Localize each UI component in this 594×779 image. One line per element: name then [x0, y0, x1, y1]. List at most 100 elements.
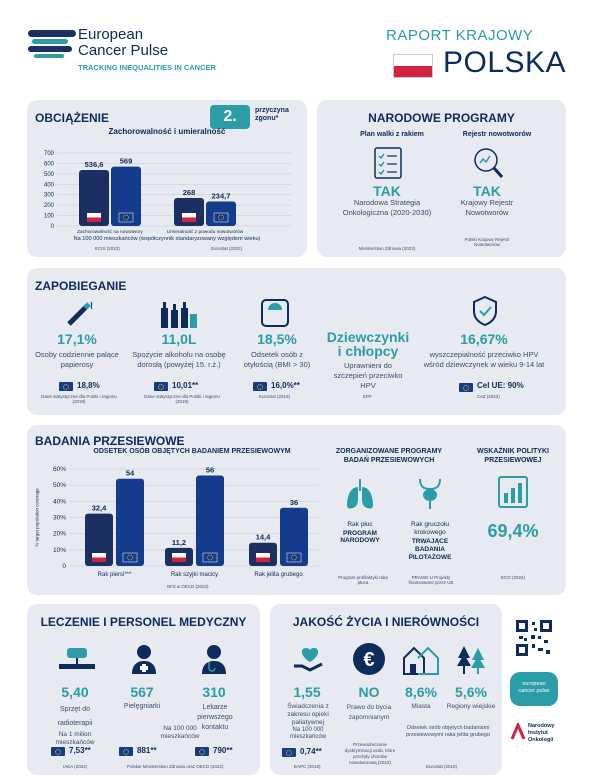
palliative-source: EAPC (2019): [294, 764, 321, 769]
screening-subtitle: ODSETEK OSÓB OBJĘTYCH BADANIEM PRZESIEWO…: [93, 448, 291, 455]
bar: [85, 513, 113, 566]
bar: [280, 507, 308, 566]
eu-flag-stars: [123, 214, 129, 221]
obesity-eu-value: 16,0%**: [271, 381, 300, 390]
hpv-eligible-source: EPF: [363, 394, 372, 399]
rank-badge: 2.: [210, 105, 250, 129]
hpv-coverage-label: wyszczepialność przeciwko HPV wśród dzie…: [423, 350, 545, 369]
radiotherapy-value: 5,40: [61, 684, 89, 700]
nio-logo-mark: [510, 723, 526, 740]
policy-source: ECO (2024): [500, 575, 525, 580]
nio-logo-line3: Onkologii: [528, 737, 554, 743]
burden-title: OBCIĄŻENIE: [35, 111, 110, 125]
radiotherapy-label: Sprzęt do radioterapii: [57, 706, 93, 727]
category-label: Rak szyjki macicy: [171, 572, 218, 578]
cigarette-icon: [67, 301, 93, 326]
program-cancer-plan-source: Ministerstwo Zdrowia (2023): [358, 246, 416, 251]
hpv-coverage-value: 16,67%: [460, 331, 508, 347]
data-label: 36: [290, 498, 298, 507]
prostate-icon: [419, 478, 441, 509]
program-registry-value: TAK: [473, 183, 501, 199]
ecp-logo: european cancer pulse: [510, 672, 558, 706]
alcohol-eu-value: 10,01**: [172, 381, 199, 390]
screening-title: BADANIA PRZESIEWOWE: [35, 434, 185, 448]
treatment-title: LECZENIE I PERSONEL MEDYCZNY: [40, 615, 247, 629]
org-programs-title: ZORGANIZOWANE PROGRAMY BADAŃ PRZESIEWOWY…: [335, 448, 443, 464]
burden-subtitle: Zachorowalność i umieralność: [108, 127, 226, 136]
lung-source: Program profilaktyki raka płuca: [338, 575, 388, 585]
palliative-eu: 0,74**: [300, 747, 322, 756]
smoking-label: Osoby codziennie palące papierosy: [35, 350, 119, 369]
quality-title: JAKOŚĆ ŻYCIA I NIERÓWNOŚCI: [292, 615, 480, 629]
alcohol-source: Dane statystyczne dla Polski i regionu (…: [144, 394, 220, 404]
pl-flag-white: [256, 553, 270, 558]
nio-logo-line1: Narodowy: [528, 723, 555, 729]
prostate-label: Rak gruczołu krokowego: [411, 521, 449, 536]
y-tick-label: 10%: [53, 547, 66, 554]
pl-flag-red: [87, 217, 101, 222]
brand-line2: Cancer Pulse: [78, 42, 169, 59]
gp-eu: 790**: [213, 746, 233, 755]
pl-flag-white: [87, 213, 101, 218]
alcohol-bottles-icon: [161, 302, 197, 328]
burden-source-2: Eurostat (2022): [211, 246, 243, 251]
nurses-label: Pielęgniarki: [123, 703, 161, 710]
eu-flag: [122, 552, 138, 563]
svg-text:€: €: [363, 649, 374, 671]
policy-chart-icon: [498, 476, 528, 508]
y-tick-label: 0: [51, 224, 55, 230]
eu-flag: [459, 383, 473, 392]
pl-flag-white: [172, 553, 186, 558]
radiotherapy-icon: [59, 648, 95, 669]
pl-flag-red: [92, 557, 106, 562]
checklist-icon: [374, 147, 402, 179]
forgotten-note: Przewodniczenie dyskryminacji osób, któr…: [344, 742, 396, 765]
lungs-icon: [347, 479, 373, 509]
y-tick-label: 60%: [53, 466, 66, 473]
palliative-value: 1,55: [293, 684, 321, 700]
pl-flag-white: [92, 553, 106, 558]
prevention-title: ZAPOBIEGANIE: [35, 279, 127, 293]
data-label: 32,4: [92, 504, 107, 513]
program-cancer-plan-value: TAK: [373, 183, 401, 199]
smoking-value: 17,1%: [57, 331, 97, 347]
palliative-label: Świadczenia z zakresu opieki paliatywnej: [287, 703, 329, 726]
treatment-panel: LECZENIE I PERSONEL MEDYCZNY 5,40 Sprzęt…: [27, 604, 260, 775]
y-tick-label: 400: [44, 182, 55, 188]
program-registry-desc: Krajowy Rejestr Nowotworów: [460, 198, 514, 217]
qr-code[interactable]: [514, 618, 554, 658]
hpv-eu-target: Cel UE: 90%: [477, 381, 524, 390]
data-label: 569: [120, 157, 133, 166]
per-100k-note: Na 100 000 mieszkańców: [160, 725, 200, 740]
screening-source: NFZ & OECD (2023): [167, 584, 209, 589]
country-name: POLSKA: [443, 46, 567, 79]
rural-label: Regiony wiejskie: [446, 703, 496, 710]
y-tick-label: 100: [44, 214, 55, 220]
pl-flag-red: [182, 217, 196, 222]
policy-title: WSKAŹNIK POLITYKI PRZESIEWOWEJ: [477, 448, 549, 464]
y-tick-label: 500: [44, 172, 55, 178]
y-tick-label: 20%: [53, 531, 66, 538]
data-label: 11,2: [172, 538, 186, 547]
eu-flag: [253, 382, 267, 391]
obesity-value: 18,5%: [257, 331, 297, 347]
pl-flag-white: [182, 213, 196, 218]
hpv-coverage-source: CeZ (2023): [477, 394, 500, 399]
alcohol-value: 11,0L: [161, 331, 197, 347]
palliative-care-icon: [294, 647, 323, 672]
eu-flag: [118, 212, 134, 223]
hpv-eligible-value: Dziewczynki i chłopcy: [326, 329, 410, 359]
rural-value: 5,6%: [455, 684, 487, 700]
eu-flag: [119, 747, 133, 756]
data-label: 54: [126, 469, 135, 478]
inequality-source: Eurostat (2019): [426, 764, 458, 769]
bar: [116, 478, 144, 566]
eu-flag: [195, 747, 209, 756]
y-tick-label: 700: [44, 151, 55, 157]
vaccine-shield-icon: [473, 295, 497, 327]
prostate-source: PRAISE-U Projekty finansowane przez UE: [408, 575, 454, 585]
staff-source: Polskie Ministerstwo Zdrowia oraz OECD (…: [127, 764, 224, 769]
burden-chart: 700 600 500 400 300 200 100 0 536,6 569 Zachorowal…: [44, 151, 292, 234]
rank-text: przyczyna zgonu*: [255, 107, 289, 122]
y-tick-label: 40%: [53, 498, 66, 505]
